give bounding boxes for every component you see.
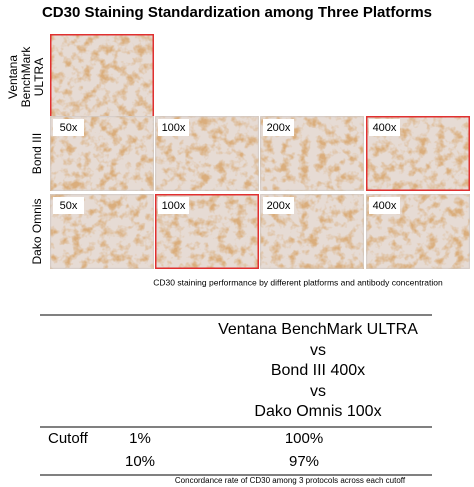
magnification-tag: 400x xyxy=(373,122,397,134)
tag-box xyxy=(263,197,294,214)
panel-frame xyxy=(155,116,259,191)
stain xyxy=(50,34,154,120)
panel-frame xyxy=(260,194,364,269)
panel-frame xyxy=(260,116,364,191)
magnification-tag: 50x xyxy=(60,122,78,134)
tag-box xyxy=(158,197,189,214)
cutoff: 1% xyxy=(129,430,151,447)
magnification-tag: 50x xyxy=(60,200,78,212)
concordance-rate: 97% xyxy=(289,453,319,470)
table-caption: Concordance rate of CD30 among 3 protoco… xyxy=(175,476,406,485)
highlight-frame xyxy=(366,116,470,191)
highlight-frame xyxy=(155,194,259,269)
figure-title: CD30 Staining Standardization among Thre… xyxy=(42,4,432,21)
panel-frame xyxy=(50,194,154,269)
header-line: Ventana BenchMark ULTRA xyxy=(218,321,418,338)
header-line: Bond III 400x xyxy=(271,362,365,379)
magnification-tag: 400x xyxy=(373,200,397,212)
magnification-tag: 200x xyxy=(267,122,291,134)
tag-box xyxy=(369,119,400,136)
tag-box xyxy=(53,119,84,136)
platform-label: Dako Omnis xyxy=(30,198,44,264)
tag-box xyxy=(263,119,294,136)
figure-caption: CD30 staining performance by different p… xyxy=(153,277,443,287)
platform-label: BenchMark xyxy=(19,46,33,108)
magnification-tag: 100x xyxy=(162,200,186,212)
platform-label: Bond III xyxy=(30,133,44,174)
tag-box xyxy=(369,197,400,214)
tag-box xyxy=(53,197,84,214)
concordance-rate: 100% xyxy=(285,430,323,447)
tag-box xyxy=(158,119,189,136)
header-line: Dako Omnis 100x xyxy=(254,403,381,420)
panel-frame xyxy=(366,194,470,269)
row-label: Cutoff xyxy=(48,430,89,447)
platform-label: ULTRA xyxy=(32,58,46,96)
magnification-tag: 200x xyxy=(267,200,291,212)
magnification-tag: 100x xyxy=(162,122,186,134)
header-line: vs xyxy=(310,342,326,359)
platform-label: Ventana xyxy=(6,55,20,99)
panel-frame xyxy=(50,116,154,191)
header-line: vs xyxy=(310,383,326,400)
cutoff: 10% xyxy=(125,453,155,470)
